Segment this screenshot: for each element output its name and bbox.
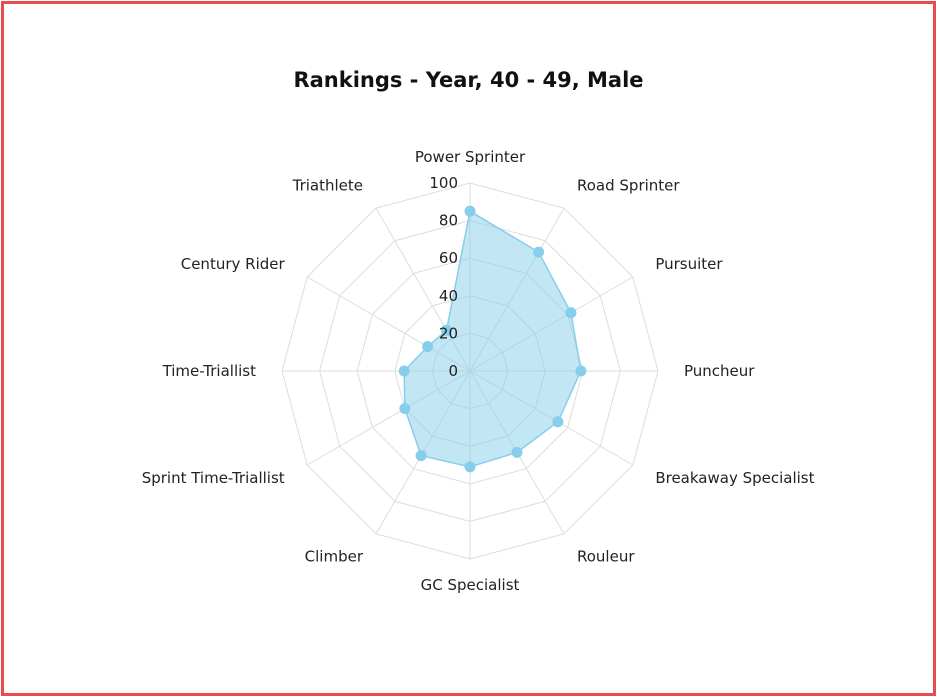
axis-label-sprint-time-triallist: Sprint Time-Triallist xyxy=(142,469,285,487)
data-point-century-rider[interactable] xyxy=(422,341,434,353)
data-point-rouleur[interactable] xyxy=(511,446,523,458)
data-point-climber[interactable] xyxy=(415,450,427,462)
axis-label-gc-specialist: GC Specialist xyxy=(421,576,520,594)
tick-label-40: 40 xyxy=(439,287,458,305)
axis-label-triathlete: Triathlete xyxy=(292,177,363,195)
tick-label-60: 60 xyxy=(439,249,458,267)
tick-label-80: 80 xyxy=(439,212,458,230)
axis-label-power-sprinter: Power Sprinter xyxy=(415,148,526,166)
data-point-triathlete[interactable] xyxy=(441,324,452,336)
tick-label-20: 20 xyxy=(439,324,458,342)
axis-label-pursuiter: Pursuiter xyxy=(655,255,723,273)
data-point-road-sprinter[interactable] xyxy=(533,246,545,258)
tick-label-100: 100 xyxy=(429,174,458,192)
axis-label-puncheur: Puncheur xyxy=(684,362,755,380)
data-point-puncheur[interactable] xyxy=(575,365,587,377)
radar-series xyxy=(398,205,587,473)
tick-label-0: 0 xyxy=(448,362,458,380)
axis-label-breakaway-specialist: Breakaway Specialist xyxy=(655,469,814,487)
data-point-power-sprinter[interactable] xyxy=(464,205,476,217)
chart-title: Rankings - Year, 40 - 49, Male xyxy=(293,68,644,92)
data-point-sprint-time-triallist[interactable] xyxy=(399,403,411,415)
radar-axis-labels: Power Sprinter Road Sprinter Pursuiter Punc… xyxy=(142,148,815,594)
radar-tick-labels: 0 20 40 60 80 100 xyxy=(429,174,458,380)
data-point-time-triallist[interactable] xyxy=(398,365,410,377)
axis-label-climber: Climber xyxy=(305,547,364,565)
data-point-gc-specialist[interactable] xyxy=(464,461,476,473)
axis-label-time-triallist: Time-Triallist xyxy=(162,362,257,380)
data-point-breakaway-specialist[interactable] xyxy=(552,416,564,428)
data-point-pursuiter[interactable] xyxy=(565,307,577,319)
axis-label-road-sprinter: Road Sprinter xyxy=(577,177,680,195)
axis-label-rouleur: Rouleur xyxy=(577,547,635,565)
axis-label-century-rider: Century Rider xyxy=(181,255,286,273)
